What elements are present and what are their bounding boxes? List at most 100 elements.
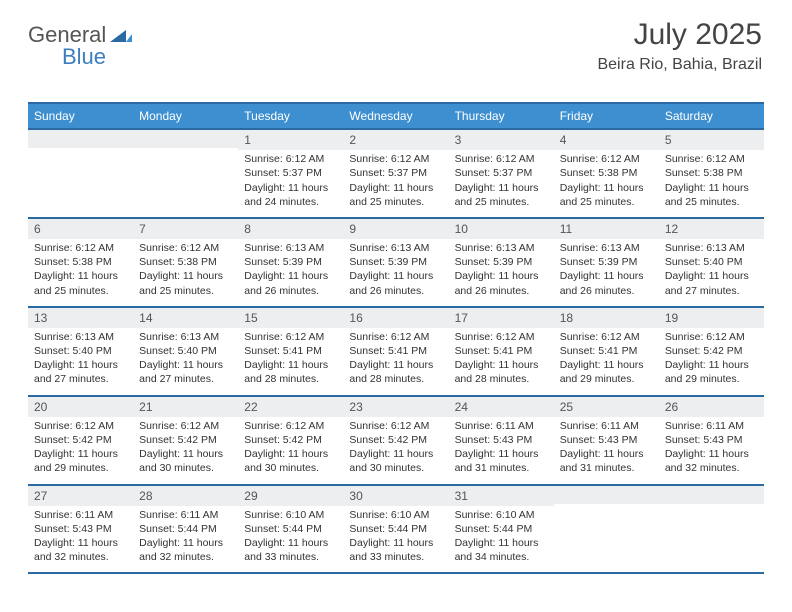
week-row: 6Sunrise: 6:12 AMSunset: 5:38 PMDaylight… xyxy=(28,217,764,306)
day-number: 13 xyxy=(28,308,133,328)
day-cell: 30Sunrise: 6:10 AMSunset: 5:44 PMDayligh… xyxy=(343,486,448,573)
sunset-text: Sunset: 5:37 PM xyxy=(349,166,442,180)
daylight-text: Daylight: 11 hours xyxy=(665,447,758,461)
day-body: Sunrise: 6:10 AMSunset: 5:44 PMDaylight:… xyxy=(449,506,554,573)
daylight-text: and 32 minutes. xyxy=(139,550,232,564)
sunset-text: Sunset: 5:41 PM xyxy=(560,344,653,358)
day-body: Sunrise: 6:12 AMSunset: 5:37 PMDaylight:… xyxy=(449,150,554,217)
day-of-week-header: Sunday Monday Tuesday Wednesday Thursday… xyxy=(28,102,764,128)
daylight-text: and 29 minutes. xyxy=(665,372,758,386)
day-body: Sunrise: 6:12 AMSunset: 5:37 PMDaylight:… xyxy=(343,150,448,217)
sunset-text: Sunset: 5:43 PM xyxy=(34,522,127,536)
day-cell: 5Sunrise: 6:12 AMSunset: 5:38 PMDaylight… xyxy=(659,130,764,217)
day-body: Sunrise: 6:13 AMSunset: 5:39 PMDaylight:… xyxy=(554,239,659,306)
day-body: Sunrise: 6:13 AMSunset: 5:39 PMDaylight:… xyxy=(238,239,343,306)
sunset-text: Sunset: 5:40 PM xyxy=(34,344,127,358)
day-number xyxy=(659,486,764,504)
day-cell: 6Sunrise: 6:12 AMSunset: 5:38 PMDaylight… xyxy=(28,219,133,306)
sunrise-text: Sunrise: 6:13 AM xyxy=(139,330,232,344)
daylight-text: and 26 minutes. xyxy=(455,284,548,298)
sunrise-text: Sunrise: 6:10 AM xyxy=(455,508,548,522)
day-cell: 2Sunrise: 6:12 AMSunset: 5:37 PMDaylight… xyxy=(343,130,448,217)
daylight-text: Daylight: 11 hours xyxy=(34,358,127,372)
daylight-text: Daylight: 11 hours xyxy=(244,181,337,195)
day-number: 26 xyxy=(659,397,764,417)
sunrise-text: Sunrise: 6:12 AM xyxy=(560,330,653,344)
sunrise-text: Sunrise: 6:13 AM xyxy=(665,241,758,255)
dow-tuesday: Tuesday xyxy=(238,104,343,128)
day-body: Sunrise: 6:12 AMSunset: 5:42 PMDaylight:… xyxy=(343,417,448,484)
daylight-text: and 33 minutes. xyxy=(349,550,442,564)
daylight-text: Daylight: 11 hours xyxy=(560,358,653,372)
daylight-text: and 25 minutes. xyxy=(139,284,232,298)
daylight-text: and 25 minutes. xyxy=(455,195,548,209)
daylight-text: Daylight: 11 hours xyxy=(34,269,127,283)
dow-sunday: Sunday xyxy=(28,104,133,128)
day-number: 23 xyxy=(343,397,448,417)
daylight-text: Daylight: 11 hours xyxy=(244,358,337,372)
day-body: Sunrise: 6:12 AMSunset: 5:38 PMDaylight:… xyxy=(554,150,659,217)
sunset-text: Sunset: 5:41 PM xyxy=(349,344,442,358)
day-body: Sunrise: 6:13 AMSunset: 5:39 PMDaylight:… xyxy=(343,239,448,306)
daylight-text: and 30 minutes. xyxy=(349,461,442,475)
day-number: 25 xyxy=(554,397,659,417)
day-number: 15 xyxy=(238,308,343,328)
day-body: Sunrise: 6:13 AMSunset: 5:40 PMDaylight:… xyxy=(28,328,133,395)
daylight-text: Daylight: 11 hours xyxy=(244,536,337,550)
daylight-text: and 28 minutes. xyxy=(349,372,442,386)
day-cell: 29Sunrise: 6:10 AMSunset: 5:44 PMDayligh… xyxy=(238,486,343,573)
sunset-text: Sunset: 5:43 PM xyxy=(455,433,548,447)
daylight-text: Daylight: 11 hours xyxy=(455,358,548,372)
day-body: Sunrise: 6:12 AMSunset: 5:41 PMDaylight:… xyxy=(554,328,659,395)
week-row: 20Sunrise: 6:12 AMSunset: 5:42 PMDayligh… xyxy=(28,395,764,484)
week-row: 27Sunrise: 6:11 AMSunset: 5:43 PMDayligh… xyxy=(28,484,764,573)
day-cell: 9Sunrise: 6:13 AMSunset: 5:39 PMDaylight… xyxy=(343,219,448,306)
sunrise-text: Sunrise: 6:11 AM xyxy=(665,419,758,433)
daylight-text: Daylight: 11 hours xyxy=(139,536,232,550)
day-body: Sunrise: 6:12 AMSunset: 5:38 PMDaylight:… xyxy=(133,239,238,306)
daylight-text: and 26 minutes. xyxy=(349,284,442,298)
day-body: Sunrise: 6:12 AMSunset: 5:42 PMDaylight:… xyxy=(659,328,764,395)
sunrise-text: Sunrise: 6:13 AM xyxy=(34,330,127,344)
day-cell: 8Sunrise: 6:13 AMSunset: 5:39 PMDaylight… xyxy=(238,219,343,306)
sunrise-text: Sunrise: 6:11 AM xyxy=(455,419,548,433)
daylight-text: Daylight: 11 hours xyxy=(349,447,442,461)
dow-thursday: Thursday xyxy=(449,104,554,128)
location: Beira Rio, Bahia, Brazil xyxy=(597,56,762,74)
day-body: Sunrise: 6:13 AMSunset: 5:40 PMDaylight:… xyxy=(133,328,238,395)
sunset-text: Sunset: 5:42 PM xyxy=(665,344,758,358)
daylight-text: and 28 minutes. xyxy=(244,372,337,386)
sunrise-text: Sunrise: 6:12 AM xyxy=(139,241,232,255)
day-body: Sunrise: 6:11 AMSunset: 5:43 PMDaylight:… xyxy=(659,417,764,484)
day-cell: 28Sunrise: 6:11 AMSunset: 5:44 PMDayligh… xyxy=(133,486,238,573)
day-number: 5 xyxy=(659,130,764,150)
day-cell: 1Sunrise: 6:12 AMSunset: 5:37 PMDaylight… xyxy=(238,130,343,217)
day-cell: 25Sunrise: 6:11 AMSunset: 5:43 PMDayligh… xyxy=(554,397,659,484)
sunset-text: Sunset: 5:39 PM xyxy=(244,255,337,269)
day-body: Sunrise: 6:11 AMSunset: 5:43 PMDaylight:… xyxy=(449,417,554,484)
day-cell: 11Sunrise: 6:13 AMSunset: 5:39 PMDayligh… xyxy=(554,219,659,306)
daylight-text: Daylight: 11 hours xyxy=(665,269,758,283)
week-row: 1Sunrise: 6:12 AMSunset: 5:37 PMDaylight… xyxy=(28,128,764,217)
day-cell: 17Sunrise: 6:12 AMSunset: 5:41 PMDayligh… xyxy=(449,308,554,395)
sunset-text: Sunset: 5:43 PM xyxy=(665,433,758,447)
day-body: Sunrise: 6:12 AMSunset: 5:41 PMDaylight:… xyxy=(449,328,554,395)
daylight-text: Daylight: 11 hours xyxy=(34,536,127,550)
dow-monday: Monday xyxy=(133,104,238,128)
day-body: Sunrise: 6:12 AMSunset: 5:37 PMDaylight:… xyxy=(238,150,343,217)
daylight-text: and 34 minutes. xyxy=(455,550,548,564)
day-cell: 18Sunrise: 6:12 AMSunset: 5:41 PMDayligh… xyxy=(554,308,659,395)
sunset-text: Sunset: 5:42 PM xyxy=(34,433,127,447)
daylight-text: Daylight: 11 hours xyxy=(560,269,653,283)
sunrise-text: Sunrise: 6:12 AM xyxy=(34,419,127,433)
day-cell: 20Sunrise: 6:12 AMSunset: 5:42 PMDayligh… xyxy=(28,397,133,484)
day-number: 10 xyxy=(449,219,554,239)
daylight-text: Daylight: 11 hours xyxy=(244,269,337,283)
daylight-text: and 24 minutes. xyxy=(244,195,337,209)
daylight-text: and 25 minutes. xyxy=(560,195,653,209)
day-cell: 15Sunrise: 6:12 AMSunset: 5:41 PMDayligh… xyxy=(238,308,343,395)
day-cell: 23Sunrise: 6:12 AMSunset: 5:42 PMDayligh… xyxy=(343,397,448,484)
day-number: 30 xyxy=(343,486,448,506)
sunset-text: Sunset: 5:44 PM xyxy=(139,522,232,536)
day-number: 12 xyxy=(659,219,764,239)
